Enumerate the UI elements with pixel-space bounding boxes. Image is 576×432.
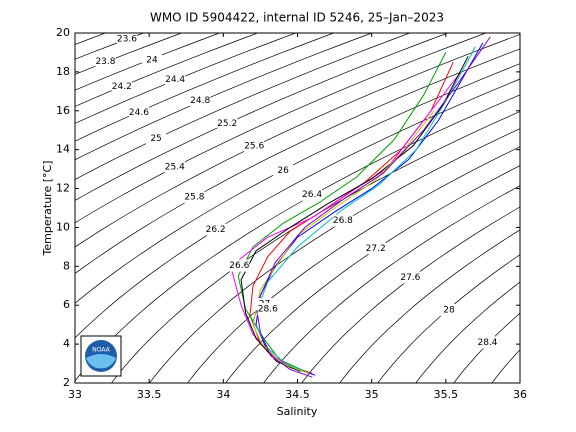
isopycnal [75, 33, 449, 201]
contour-label: 26.8 [333, 216, 353, 226]
isopycnal [75, 33, 487, 224]
contour-label-bg [165, 73, 186, 86]
logo-text: NOAA [92, 347, 110, 354]
isopycnal [75, 33, 259, 107]
contour-label-bg [111, 80, 132, 93]
contour-label-bg [146, 132, 167, 145]
y-tick-label: 8 [63, 259, 70, 272]
contour-label-bg [365, 242, 386, 255]
x-tick-label: 34.5 [285, 388, 310, 401]
contour-label-bg [400, 271, 421, 284]
contour-label-bg [477, 336, 498, 349]
contour-label: 28.4 [477, 338, 497, 348]
contour-label: 26 [277, 166, 289, 176]
x-axis-label: Salinity [277, 405, 318, 418]
isopycnal [75, 34, 520, 248]
profile-line [230, 71, 462, 370]
isopycnal [75, 63, 520, 304]
y-tick-label: 12 [56, 182, 70, 195]
contour-label: 23.8 [95, 57, 115, 67]
y-axis-label: Temperature [°C] [41, 161, 54, 257]
profiles [230, 36, 491, 378]
isopycnal [377, 254, 520, 383]
contours [75, 33, 520, 383]
y-tick-label: 16 [56, 104, 70, 117]
contour-label-bg [190, 94, 211, 107]
isopycnal [187, 146, 520, 383]
y-tick-label: 10 [56, 220, 70, 233]
isopycnal [149, 128, 520, 383]
isopycnal [301, 206, 520, 383]
x-tick-label: 36 [513, 388, 527, 401]
profile-line [240, 56, 469, 372]
contour-label: 24.6 [129, 108, 149, 118]
isopycnal [339, 229, 520, 383]
contour-label-bg [244, 139, 265, 152]
x-tick-label: 33.5 [137, 388, 162, 401]
contour-label: 25.8 [184, 193, 204, 203]
isopycnal [415, 281, 520, 383]
chart-title: WMO ID 5904422, internal ID 5246, 25–Jan… [150, 11, 444, 25]
contour-label-bg [257, 303, 278, 316]
contour-label-bg [273, 164, 294, 177]
contour-label-bg [95, 55, 116, 68]
contour-label-bg [229, 259, 250, 272]
x-tick-label: 34 [216, 388, 230, 401]
y-tick-label: 4 [63, 337, 70, 350]
contour-label-bg [205, 223, 226, 236]
y-tick-label: 18 [56, 65, 70, 78]
contour-label-bg [217, 117, 238, 130]
contour-label: 28 [443, 305, 455, 315]
contour-label: 25.6 [244, 141, 264, 151]
contour-label-bg [184, 191, 205, 204]
contour-labels: 23.6 23.8 24 24.2 24.4 24.6 24.8 25 25.2 25.4 25.6… [95, 32, 498, 349]
isopycnal [75, 33, 411, 180]
contour-label-bg [164, 161, 185, 174]
contour-label: 24.8 [190, 96, 210, 106]
contour-label-bg [128, 106, 149, 119]
contour-label: 27.6 [400, 273, 420, 283]
isopycnal [263, 185, 520, 383]
y-tick-label: 20 [56, 26, 70, 39]
profile-line [252, 110, 435, 374]
contour-label-bg [302, 188, 323, 201]
logo-wave [86, 354, 116, 369]
isopycnal [75, 33, 335, 142]
y-tick-label: 14 [56, 143, 70, 156]
x-tick-label: 33 [68, 388, 82, 401]
contour-label: 24.4 [165, 75, 185, 85]
profile-line [252, 46, 476, 374]
contour-label: 25.4 [165, 163, 185, 173]
contour-label-bg [141, 53, 162, 66]
contour-label: 27.2 [366, 244, 386, 254]
contour-label: 25 [150, 134, 161, 144]
contour-label: 26.6 [229, 261, 249, 271]
isopycnal [75, 33, 221, 91]
contour-label: 24.2 [112, 82, 132, 92]
contour-label: 26.4 [302, 190, 322, 200]
x-tick-label: 35 [365, 388, 379, 401]
contour-label-bg [438, 303, 459, 316]
contour-label: 25.2 [217, 119, 237, 129]
profile-line [237, 52, 447, 372]
contour-label-bg [116, 32, 137, 45]
contour-label: 24 [146, 55, 158, 65]
y-tick-label: 6 [63, 298, 70, 311]
isopycnal [225, 165, 520, 383]
contour-label: 23.6 [117, 34, 137, 44]
contour-label-bg [332, 214, 353, 227]
profile-line [255, 36, 491, 378]
contour-label: 28.6 [258, 305, 278, 315]
noaa-logo: NOAA [80, 335, 122, 377]
contour-label: 26.2 [206, 225, 226, 235]
y-tick-label: 2 [63, 376, 70, 389]
isopycnal [75, 33, 373, 161]
x-tick-label: 35.5 [434, 388, 459, 401]
